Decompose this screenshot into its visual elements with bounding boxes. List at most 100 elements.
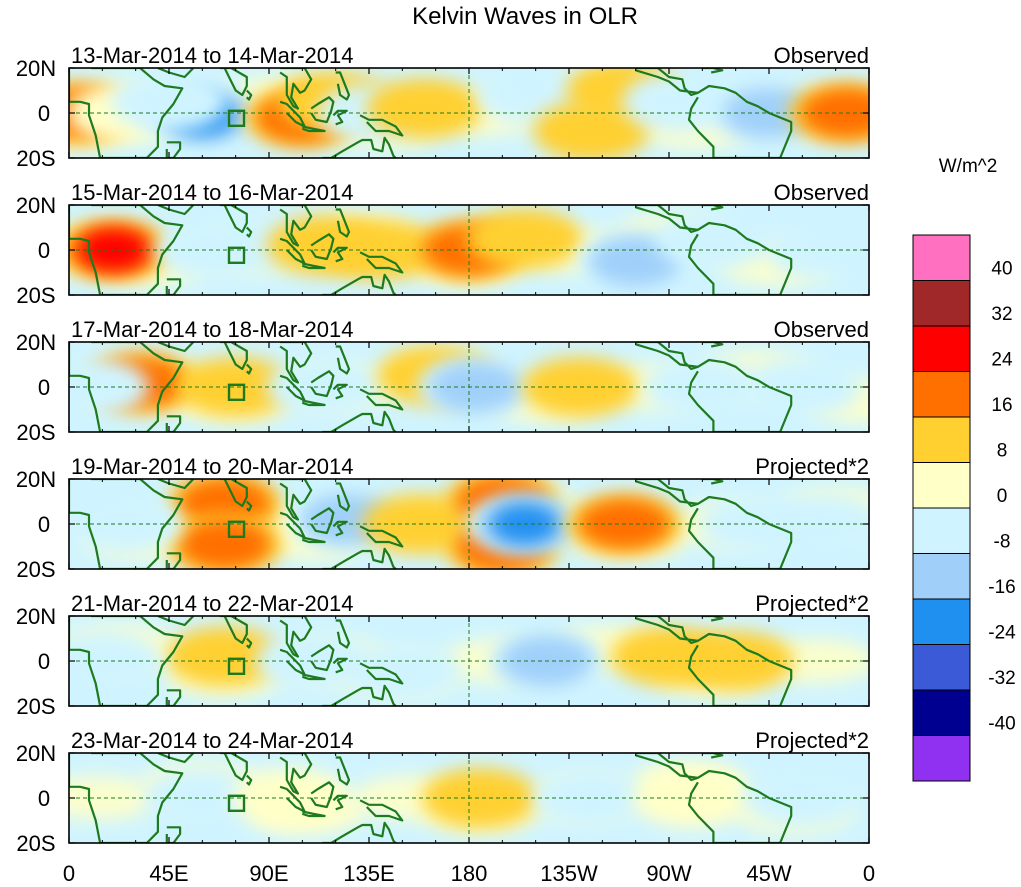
coastline-africa: [69, 68, 184, 158]
panel-date-range: 13-Mar-2014 to 14-Mar-2014: [71, 43, 353, 68]
anomaly-negative: [744, 357, 861, 417]
coastline-india: [220, 205, 248, 234]
coastline-south-america: [687, 84, 793, 158]
anomaly-field: [69, 762, 861, 834]
anomaly-positive: [233, 768, 350, 828]
coastline-arabia: [157, 753, 195, 764]
coastline-madagascar: [165, 415, 182, 432]
coastline-central-america: [635, 68, 699, 97]
anomaly-field: [69, 625, 869, 703]
coastline-madagascar: [165, 552, 182, 569]
coastline-indochina: [279, 753, 313, 795]
reference-box: [227, 383, 246, 401]
colorbar-swatch: [912, 644, 971, 691]
panel-kind: Projected*2: [755, 591, 869, 616]
coastline-borneo: [310, 370, 335, 398]
coastline-central-america: [635, 616, 699, 645]
y-tick-label: 20N: [16, 467, 56, 492]
y-tick-label: 0: [38, 649, 50, 674]
y-tick-label: 20N: [16, 56, 56, 81]
colorbar-level-label: -24: [988, 623, 1016, 644]
coastline-java: [301, 262, 326, 270]
x-axis: 0 45E 90E 135E 180 135W 90W 45W 0: [63, 861, 875, 886]
y-tick-label: 0: [38, 786, 50, 811]
coastline-south-america: [687, 769, 793, 843]
coastline-arabia: [157, 205, 195, 216]
coastline-sumatra: [279, 100, 306, 128]
coastline-srilanka: [246, 363, 253, 375]
coastline-caribbean: [702, 342, 724, 348]
colorbar-level-label: -32: [988, 668, 1015, 689]
coastline-india: [220, 479, 248, 508]
panel-kind: Observed: [774, 43, 869, 68]
coastline-java: [301, 810, 326, 818]
anomaly-positive: [177, 357, 294, 417]
coastline-arabia: [157, 68, 195, 79]
anomaly-positive: [533, 101, 650, 158]
panel-kind: Projected*2: [755, 454, 869, 479]
coastline-australia: [322, 821, 397, 843]
colorbar-swatch: [912, 416, 971, 463]
panel-kind: Observed: [774, 317, 869, 342]
coastline-central-america: [635, 205, 699, 234]
coastline-srilanka: [246, 500, 253, 512]
reference-box: [227, 246, 246, 265]
panel-date-range: 19-Mar-2014 to 20-Mar-2014: [71, 454, 353, 479]
colorbar-level-label: -40: [988, 714, 1015, 735]
y-tick-label: 20S: [16, 557, 55, 582]
anomaly-positive: [366, 78, 483, 139]
panel-2: 20N 0 20S 15-Mar-2014 to 16-Mar-2014 Observe…: [16, 180, 870, 308]
anomaly-negative: [744, 768, 861, 828]
x-tick-label: 90W: [646, 861, 691, 886]
coastline-srilanka: [246, 226, 253, 238]
colorbar: W/m^2 40 32 24 16 8 0 -8 -16 -24 -32 -40: [912, 156, 1016, 782]
coastline-java: [301, 125, 326, 133]
coastline-indochina: [279, 616, 313, 658]
y-tick-label: 0: [38, 238, 50, 263]
coastline-australia: [322, 273, 397, 295]
reference-box: [227, 794, 246, 812]
coastline-south-america: [687, 632, 793, 706]
y-tick-label: 20S: [16, 420, 55, 445]
coastline-australia: [322, 136, 397, 158]
x-tick-label: 0: [863, 861, 875, 886]
colorbar-level-label: -8: [994, 532, 1011, 553]
panel-kind: Observed: [774, 180, 869, 205]
coastline-philippines: [335, 345, 351, 375]
coastline-arabia: [157, 479, 195, 490]
units-label: W/m^2: [939, 156, 998, 177]
coastline-australia: [322, 410, 397, 432]
coastline-srilanka: [246, 89, 253, 101]
coastline-caribbean: [702, 205, 724, 211]
reference-box: [227, 520, 246, 538]
coastline-newguinea: [359, 799, 404, 822]
panel-3: 20N 0 20S 17-Mar-2014 to 18-Mar-2014 Observe…: [16, 317, 870, 445]
colorbar-swatch: [912, 735, 971, 782]
coastline-central-america: [635, 479, 699, 508]
coastline-philippines: [335, 208, 351, 238]
coastline-caribbean: [702, 68, 724, 74]
coastline-sumatra: [279, 237, 306, 265]
coastline-srilanka: [246, 774, 253, 786]
coastline-africa: [69, 205, 184, 295]
anomaly-negative: [533, 768, 650, 828]
coastlines: [69, 205, 793, 295]
colorbar-swatch: [912, 325, 971, 372]
colorbar-swatch: [912, 234, 971, 281]
coastlines: [69, 342, 793, 432]
x-tick-label: 135E: [343, 861, 394, 886]
coastline-india: [220, 753, 248, 782]
coastlines: [69, 616, 793, 706]
coastline-arabia: [157, 342, 195, 353]
coastline-sumatra: [279, 785, 306, 813]
x-tick-label: 45W: [746, 861, 791, 886]
coastline-borneo: [310, 233, 335, 261]
y-tick-label: 20N: [16, 330, 56, 355]
colorbar-swatch: [912, 371, 971, 418]
colorbar-level-label: 16: [991, 395, 1012, 416]
coastline-java: [301, 536, 326, 544]
panel-date-range: 17-Mar-2014 to 18-Mar-2014: [71, 317, 353, 342]
colorbar-level-label: 32: [991, 304, 1012, 325]
panel-6: 20N 0 20S 23-Mar-2014 to 24-Mar-2014 Project…: [16, 728, 870, 856]
